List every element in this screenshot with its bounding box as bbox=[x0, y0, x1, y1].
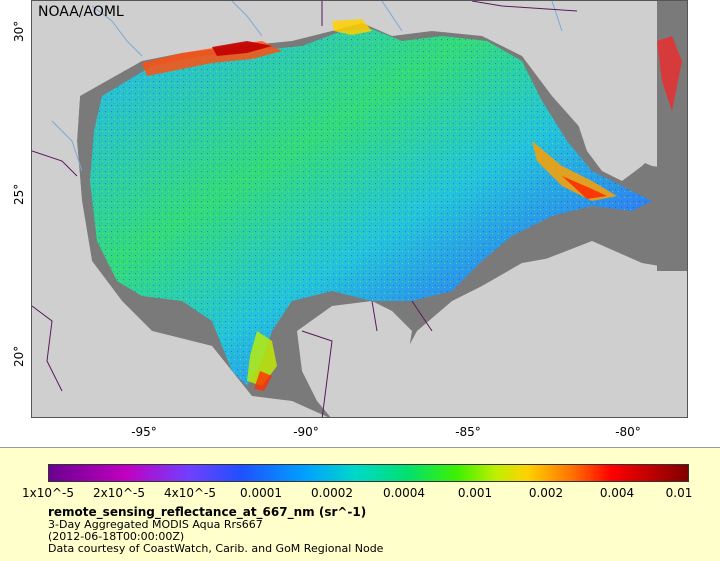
latitude-label-25: 25° bbox=[12, 183, 26, 205]
colorbar-tick: 1x10^-5 bbox=[21, 486, 75, 500]
colorbar-tick: 0.0002 bbox=[311, 486, 353, 500]
product-line: 3-Day Aggregated MODIS Aqua Rrs667 bbox=[48, 518, 263, 531]
map-panel[interactable]: NOAA/AOML bbox=[31, 0, 688, 418]
longitude-label-90w: -90° bbox=[293, 425, 319, 439]
longitude-label-80w: -80° bbox=[615, 425, 641, 439]
variable-title: remote_sensing_reflectance_at_667_nm (sr… bbox=[48, 505, 367, 519]
colorbar-tick: 0.0004 bbox=[383, 486, 425, 500]
longitude-label-85w: -85° bbox=[455, 425, 481, 439]
data-credit-label: NOAA/AOML bbox=[38, 4, 124, 20]
coastal-high-band-florida bbox=[532, 141, 617, 201]
florida-land bbox=[502, 1, 657, 181]
colorbar-tick: 0.0001 bbox=[240, 486, 282, 500]
colorbar-tick: 0.01 bbox=[665, 486, 693, 500]
rivers-layer bbox=[51, 1, 563, 172]
colorbar-tick: 0.002 bbox=[528, 486, 564, 500]
coastal-high-band-yucatan bbox=[247, 331, 277, 386]
colorbar-tick: 4x10^-5 bbox=[163, 486, 217, 500]
colorbar-tick: 0.001 bbox=[457, 486, 493, 500]
colorbar-tick: 0.004 bbox=[599, 486, 635, 500]
date-line: (2012-06-18T00:00:00Z) bbox=[48, 530, 185, 543]
colorbar bbox=[48, 464, 689, 482]
source-line: Data courtesy of CoastWatch, Carib. and … bbox=[48, 542, 384, 555]
latitude-label-20: 20° bbox=[12, 345, 26, 367]
mexico-land bbox=[32, 61, 247, 417]
borders-layer bbox=[32, 1, 578, 417]
map-canvas bbox=[32, 1, 687, 417]
latitude-label-30: 30° bbox=[12, 20, 26, 42]
longitude-label-95w: -95° bbox=[131, 425, 157, 439]
colorbar-tick: 2x10^-5 bbox=[92, 486, 146, 500]
legend-panel: 1x10^-5 2x10^-5 4x10^-5 0.0001 0.0002 0.… bbox=[0, 447, 720, 561]
cuba-land bbox=[482, 251, 657, 301]
